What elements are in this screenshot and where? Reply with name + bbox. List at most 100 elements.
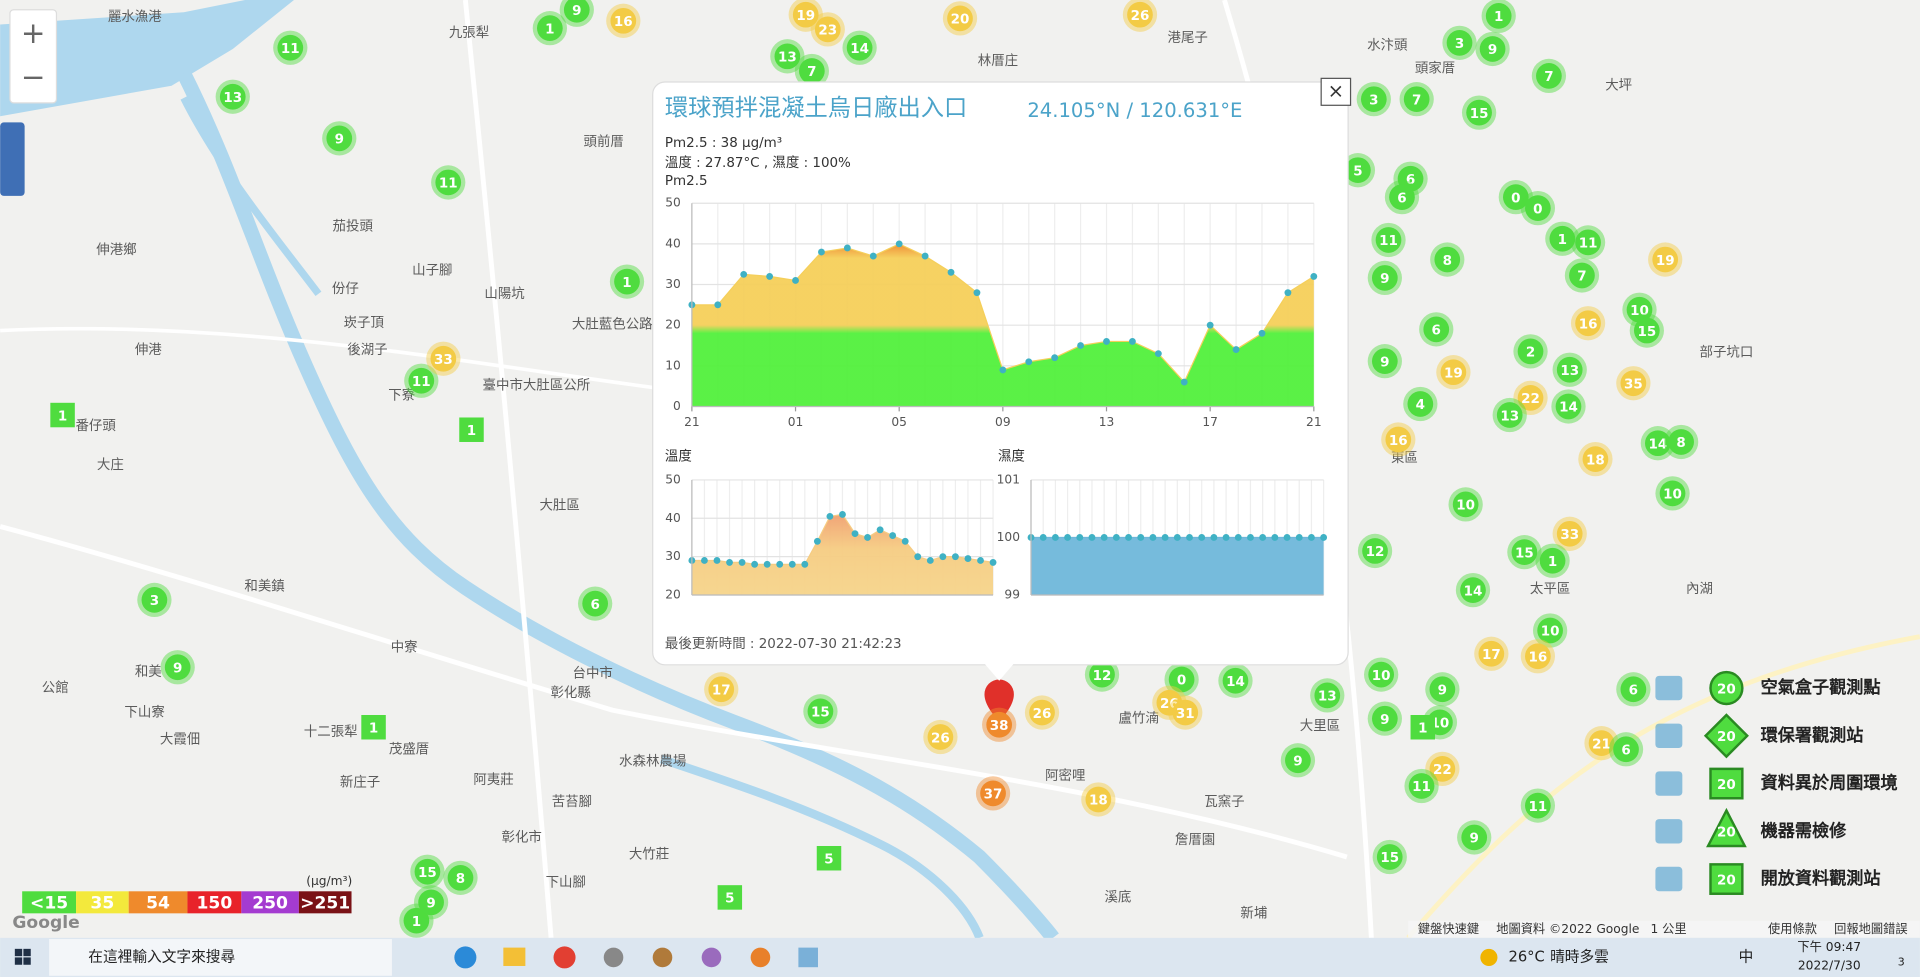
station-marker[interactable]: [1517, 385, 1544, 411]
station-marker[interactable]: [614, 268, 640, 295]
station-marker[interactable]: [1556, 356, 1583, 383]
station-marker[interactable]: [403, 907, 430, 934]
station-marker[interactable]: [1452, 491, 1479, 518]
station-marker[interactable]: [799, 58, 825, 84]
station-marker[interactable]: [846, 34, 873, 61]
zoom-out[interactable]: −: [21, 60, 46, 94]
station-marker[interactable]: [1620, 676, 1647, 703]
station-marker[interactable]: [1569, 262, 1595, 289]
station-marker[interactable]: [1172, 699, 1199, 726]
station-marker[interactable]: [1127, 1, 1153, 28]
station-marker[interactable]: [141, 587, 168, 613]
station-marker[interactable]: [1525, 792, 1551, 819]
station-marker[interactable]: [1440, 359, 1467, 386]
station-marker[interactable]: [1466, 99, 1492, 126]
station-marker[interactable]: [1429, 756, 1456, 782]
station-marker[interactable]: [164, 654, 191, 681]
station-marker[interactable]: [1360, 86, 1387, 113]
station-marker[interactable]: [430, 345, 457, 372]
station-marker[interactable]: [1407, 391, 1434, 417]
station-marker[interactable]: [1502, 184, 1529, 210]
station-marker[interactable]: [1385, 426, 1412, 453]
station-marker[interactable]: [1368, 661, 1395, 688]
station-marker[interactable]: [1429, 676, 1456, 703]
station-marker[interactable]: [1626, 296, 1653, 323]
station-marker[interactable]: [1479, 36, 1506, 62]
station-marker[interactable]: [1496, 402, 1523, 428]
square-marker[interactable]: [459, 417, 484, 442]
station-marker[interactable]: [1633, 317, 1660, 344]
station-marker[interactable]: [1314, 682, 1341, 709]
station-marker[interactable]: [774, 43, 801, 70]
station-marker[interactable]: [927, 724, 954, 750]
station-marker[interactable]: [326, 125, 353, 152]
station-marker[interactable]: [435, 169, 462, 196]
station-marker[interactable]: [1222, 667, 1249, 694]
station-marker[interactable]: [1285, 747, 1311, 774]
station-marker[interactable]: [1549, 225, 1576, 252]
close-button[interactable]: ×: [1328, 79, 1344, 102]
attribution-text[interactable]: 鍵盤快速鍵: [1418, 921, 1479, 936]
station-marker[interactable]: [1668, 429, 1694, 455]
square-marker[interactable]: [1410, 714, 1436, 740]
station-marker[interactable]: [447, 864, 474, 891]
station-marker[interactable]: [807, 698, 834, 725]
station-marker[interactable]: [1371, 265, 1398, 291]
station-marker[interactable]: [1537, 617, 1563, 644]
start-button[interactable]: [14, 948, 31, 965]
station-marker[interactable]: [1575, 229, 1601, 256]
station-marker[interactable]: [537, 15, 563, 42]
station-marker[interactable]: [1376, 844, 1403, 870]
station-marker[interactable]: [1525, 195, 1551, 221]
station-marker[interactable]: [1089, 661, 1115, 688]
station-marker[interactable]: [1659, 480, 1686, 507]
zoom-in[interactable]: +: [21, 16, 46, 50]
close-box[interactable]: [1320, 77, 1352, 106]
station-marker[interactable]: [408, 367, 435, 394]
station-marker[interactable]: [1645, 430, 1671, 457]
station-marker[interactable]: [1536, 63, 1562, 89]
station-marker[interactable]: [1478, 640, 1505, 667]
station-marker[interactable]: [1511, 539, 1538, 566]
square-marker[interactable]: [717, 885, 743, 910]
app-icon[interactable]: [503, 947, 526, 966]
app-icon[interactable]: [701, 947, 722, 968]
station-marker[interactable]: [1620, 370, 1647, 397]
attribution-text[interactable]: 回報地圖錯誤: [1834, 921, 1907, 936]
station-marker[interactable]: [1375, 227, 1402, 253]
station-marker[interactable]: [1575, 310, 1601, 337]
square-marker[interactable]: [50, 402, 75, 428]
station-marker[interactable]: [1389, 184, 1415, 210]
station-marker[interactable]: [414, 858, 441, 885]
app-icon[interactable]: [553, 946, 576, 969]
station-marker[interactable]: [980, 780, 1006, 807]
station-marker[interactable]: [1362, 538, 1388, 564]
station-marker[interactable]: [1539, 547, 1566, 574]
station-marker[interactable]: [1485, 3, 1512, 29]
station-marker[interactable]: [1085, 786, 1112, 813]
station-marker[interactable]: [1434, 246, 1461, 273]
attribution-text[interactable]: 使用條款: [1768, 921, 1817, 936]
station-marker[interactable]: [1403, 86, 1430, 113]
station-marker[interactable]: [563, 0, 590, 23]
station-marker[interactable]: [582, 590, 609, 617]
station-marker[interactable]: [708, 676, 735, 703]
station-marker[interactable]: [1582, 446, 1609, 472]
app-icon[interactable]: [603, 947, 624, 968]
square-marker[interactable]: [816, 845, 842, 871]
app-icon[interactable]: [454, 946, 477, 969]
square-marker[interactable]: [361, 714, 386, 740]
station-marker[interactable]: [219, 83, 246, 110]
station-marker[interactable]: [986, 711, 1013, 738]
station-marker[interactable]: [277, 34, 304, 61]
station-marker[interactable]: [1613, 736, 1639, 763]
station-marker[interactable]: [418, 889, 444, 916]
station-marker[interactable]: [1555, 393, 1582, 420]
station-marker[interactable]: [1460, 577, 1486, 603]
app-icon[interactable]: [750, 947, 771, 968]
station-marker[interactable]: [947, 5, 973, 32]
search-box[interactable]: [49, 939, 392, 976]
station-marker[interactable]: [1371, 705, 1398, 732]
station-marker[interactable]: [1168, 666, 1195, 693]
station-marker[interactable]: [1461, 824, 1488, 851]
